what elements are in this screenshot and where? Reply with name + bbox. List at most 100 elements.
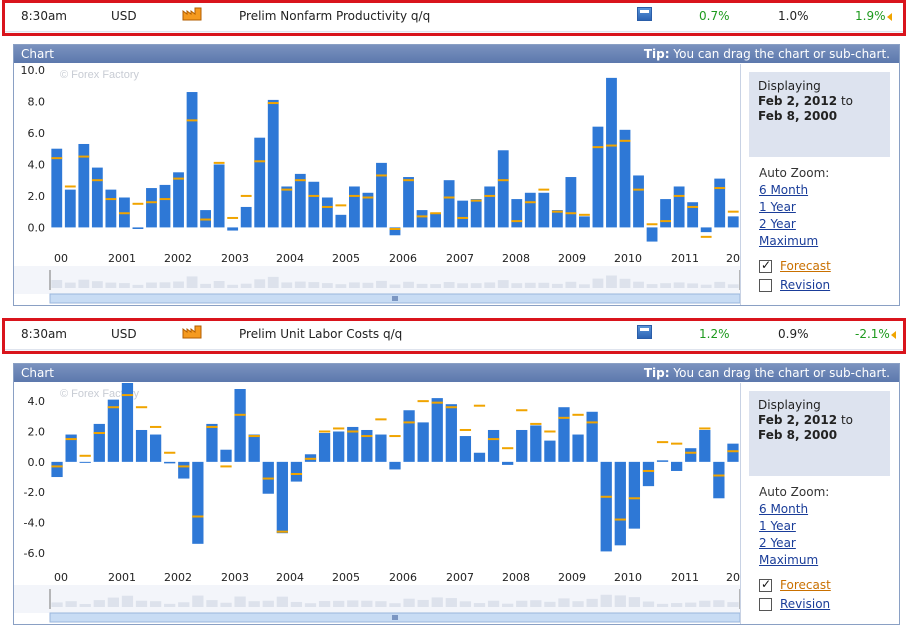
forecast-marker — [321, 205, 333, 208]
forecast-marker — [335, 204, 347, 207]
watermark: © Forex Factory — [60, 388, 140, 400]
forecast-marker — [660, 220, 671, 223]
zoom-6-month-link[interactable]: 6 Month — [759, 183, 809, 197]
forecast-checkbox[interactable] — [759, 258, 772, 273]
factory-impact-icon[interactable] — [182, 325, 202, 339]
forecast-marker — [234, 413, 246, 416]
forecast-marker — [443, 196, 455, 199]
zoom-2-year-link[interactable]: 2 Year — [759, 536, 796, 550]
forecast-marker — [430, 212, 441, 215]
event-row-productivity[interactable]: 8:30am USD Prelim Nonfarm Productivity q… — [2, 0, 906, 36]
navigator-bar — [240, 283, 252, 288]
event-currency: USD — [111, 327, 137, 341]
navigator-bar — [79, 604, 91, 607]
zoom-6-month-link[interactable]: 6 Month — [759, 502, 809, 516]
navigator-bar — [375, 601, 387, 607]
actual-bar — [79, 461, 91, 463]
display-range-line: Feb 2, 2012 to — [758, 413, 853, 427]
event-title[interactable]: Prelim Unit Labor Costs q/q — [239, 327, 403, 341]
actual-bar — [565, 177, 577, 228]
actual-bar — [487, 429, 500, 462]
date-to-word: to — [840, 94, 853, 108]
event-time: 8:30am — [21, 327, 67, 341]
actual-bar — [572, 434, 584, 462]
actual-bar — [642, 461, 655, 487]
revision-toggle-label[interactable]: Revision — [780, 597, 831, 611]
chart-header-title: Chart — [21, 47, 54, 61]
revision-checkbox[interactable] — [759, 598, 772, 611]
actual-bar — [445, 404, 457, 462]
forecast-marker — [714, 187, 726, 190]
forecast-marker — [164, 451, 176, 454]
forecast-marker — [65, 438, 77, 441]
forecast-marker — [146, 201, 157, 204]
navigator-bar — [248, 601, 260, 607]
revision-toggle-label[interactable]: Revision — [780, 278, 831, 292]
navigator-bar — [470, 283, 482, 288]
actual-bar — [544, 440, 556, 462]
forecast-marker — [727, 450, 739, 453]
forecast-marker — [220, 465, 232, 468]
forecast-marker — [304, 457, 317, 460]
event-time: 8:30am — [21, 9, 67, 23]
x-tick-label: 2011 — [671, 571, 699, 584]
navigator-bar — [416, 283, 428, 288]
chart-labor-costs[interactable]: © Forex Factory 4.0 2.0 0.0 -2.0 -4.0 -6.0 00 20… — [14, 383, 742, 625]
navigator-bar — [206, 600, 218, 607]
navigator-bar — [565, 281, 577, 288]
actual-bar — [524, 192, 536, 228]
actual-bar — [685, 448, 697, 462]
actual-bar — [459, 436, 472, 462]
chart-header: Chart Tip: You can drag the chart or sub… — [14, 364, 899, 382]
navigator-bar — [551, 283, 563, 288]
navigator-bar — [119, 283, 130, 288]
display-range-line: Feb 2, 2012 to — [758, 94, 853, 108]
zoom-2-year-link[interactable]: 2 Year — [759, 217, 796, 231]
forecast-marker — [389, 227, 401, 230]
actual-bar — [105, 189, 117, 228]
event-row-labor-costs[interactable]: 8:30am USD Prelim Unit Labor Costs q/q 1… — [2, 318, 906, 354]
forecast-checkbox[interactable] — [759, 577, 772, 592]
revision-checkbox[interactable] — [759, 279, 772, 292]
forecast-marker — [51, 465, 63, 468]
navigator-bar — [727, 602, 739, 607]
factory-impact-icon[interactable] — [182, 7, 202, 21]
navigator-bar — [445, 598, 457, 607]
forecast-marker — [417, 400, 429, 403]
actual-bar — [375, 434, 387, 462]
zoom-maximum-link[interactable]: Maximum — [759, 234, 819, 248]
navigator-bar — [572, 601, 584, 607]
zoom-1-year-link[interactable]: 1 Year — [759, 519, 796, 533]
navigator-bar — [376, 280, 387, 288]
forecast-toggle-label[interactable]: Forecast — [780, 259, 831, 273]
forecast-marker — [308, 194, 320, 197]
chart-panel-productivity: Chart Tip: You can drag the chart or sub… — [13, 44, 900, 306]
navigator-bar — [473, 603, 486, 607]
event-title[interactable]: Prelim Nonfarm Productivity q/q — [239, 9, 431, 23]
x-tick-label: 2008 — [502, 571, 530, 584]
actual-bar — [443, 180, 455, 228]
x-tick-label: 2005 — [332, 252, 360, 265]
previous-value-text: -2.1% — [855, 327, 890, 341]
actual-bar — [714, 178, 726, 228]
actual-bar — [538, 192, 550, 228]
navigator-bar — [135, 600, 148, 607]
y-tick-label: 2.0 — [28, 426, 46, 439]
actual-bar — [376, 162, 387, 228]
chart-tip-label: Tip: — [643, 366, 670, 380]
forecast-marker — [614, 518, 626, 521]
navigator-bar — [107, 597, 119, 607]
actual-bar — [135, 429, 148, 462]
navigator-bar — [105, 282, 117, 288]
event-detail-icon[interactable] — [637, 325, 652, 339]
zoom-1-year-link[interactable]: 1 Year — [759, 200, 796, 214]
zoom-maximum-link[interactable]: Maximum — [759, 553, 819, 567]
navigator-bar — [121, 595, 134, 607]
forecast-toggle-label[interactable]: Forecast — [780, 578, 831, 592]
event-detail-icon[interactable] — [637, 7, 652, 21]
actual-bar — [628, 461, 641, 529]
chart-productivity[interactable]: © Forex Factory 10.0 8.0 6.0 4.0 2.0 0.0 00 2001… — [14, 64, 742, 306]
forecast-marker — [281, 188, 293, 191]
forecast-marker — [135, 406, 148, 409]
actual-bar — [93, 423, 105, 462]
